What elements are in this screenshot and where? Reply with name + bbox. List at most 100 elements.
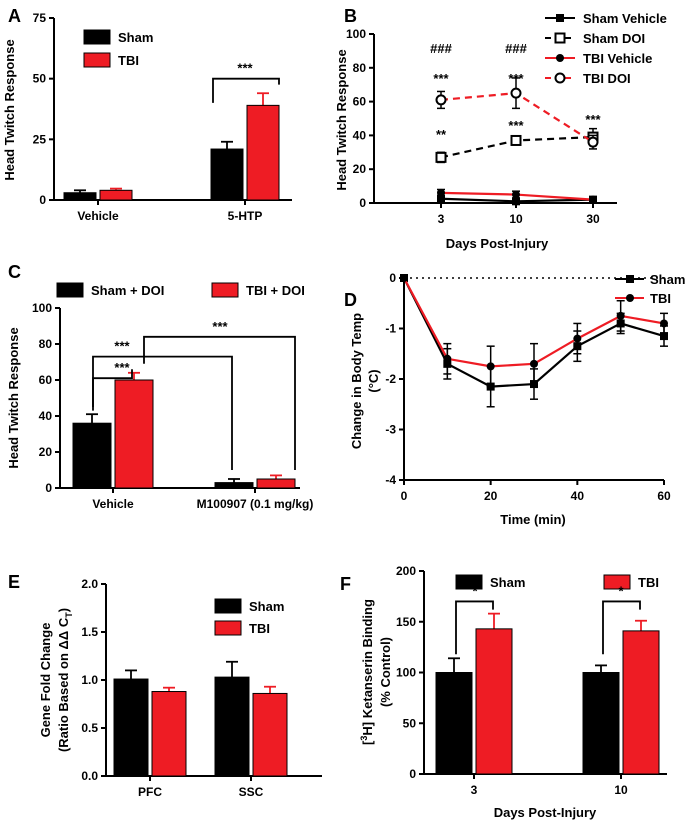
y-tick-label: 100 <box>346 27 366 41</box>
bar-tbi-1 <box>252 692 288 777</box>
series-sham <box>400 274 668 408</box>
y-tick-label: 20 <box>353 162 367 176</box>
data-point-1-1 <box>510 134 522 146</box>
y-axis-title-2: (% Control) <box>378 637 393 707</box>
y-axis-title: Head Twitch Response <box>6 327 21 468</box>
y-tick-label: 0 <box>389 271 396 285</box>
bar-tbi-0 <box>151 691 187 777</box>
legend-marker-1 <box>554 32 566 44</box>
bar-sham-0 <box>63 192 97 201</box>
significance-label-1: *** <box>114 360 130 375</box>
legend-sham-label: Sham <box>490 575 525 590</box>
bar-sham-1 <box>210 148 244 201</box>
y-axis-title: Change in Body Temp <box>349 313 364 449</box>
bar-sham-1 <box>214 482 254 489</box>
legend-sham-doi-swatch <box>56 282 84 298</box>
legend-sham-label: Sham <box>118 30 153 45</box>
data-point-2-2 <box>589 195 597 204</box>
significance-bracket-2 <box>92 369 133 411</box>
y-axis-title: [3H] Ketanserin Binding <box>359 599 375 745</box>
panel-letter-F: F <box>340 574 351 594</box>
x-tick-label-2: 30 <box>586 212 600 226</box>
y-tick-label: 75 <box>33 11 47 25</box>
data-point-0-1 <box>512 197 520 206</box>
y-tick-label: -1 <box>385 322 396 336</box>
bar-tbi-0 <box>114 379 154 489</box>
legend-sham-doi-label: Sham + DOI <box>91 283 164 298</box>
significance-bracket-1 <box>602 600 641 655</box>
data-point-0 <box>400 274 408 282</box>
series-2 <box>437 188 597 204</box>
y-tick-label: -4 <box>385 473 396 487</box>
data-point-3 <box>530 359 538 368</box>
y-tick-label: 0 <box>409 767 416 781</box>
bar-tbi-1 <box>246 104 280 201</box>
y-tick-label: 25 <box>33 132 47 146</box>
data-point-4 <box>573 334 582 343</box>
y-tick-label: 80 <box>39 337 53 351</box>
significance-bracket-3 <box>143 335 296 470</box>
legend-tbi-swatch <box>83 52 111 68</box>
significance-label-4: ** <box>436 127 447 142</box>
bar-tbi-1 <box>622 630 660 775</box>
y-axis-title-2-end: ) <box>56 608 71 612</box>
x-tick-label-1: SSC <box>239 785 264 799</box>
legend-label-0: Sham Vehicle <box>583 11 667 26</box>
panel-D: D 0 -1 -2 -3 -4 0 20 40 60 Time (min) Change in Bod… <box>344 271 685 527</box>
legend-sham-swatch <box>83 29 111 45</box>
legend-sham-swatch <box>214 598 242 614</box>
y-tick-label: 60 <box>39 373 53 387</box>
series-1 <box>435 127 599 164</box>
data-point-1-0 <box>435 151 447 163</box>
legend-label-sham: Sham <box>650 272 685 287</box>
panel-letter-C: C <box>8 262 21 282</box>
x-tick-label: 0 <box>401 489 408 503</box>
y-tick-label: 60 <box>353 95 367 109</box>
x-tick-label: 40 <box>571 489 585 503</box>
x-tick-label: 20 <box>484 489 498 503</box>
significance-label-1: *** <box>433 71 449 86</box>
x-tick-label-0: 3 <box>471 783 478 797</box>
legend-label-2: TBI Vehicle <box>583 51 652 66</box>
y-tick-label: 80 <box>353 61 367 75</box>
y-tick-label: 100 <box>32 301 52 315</box>
y-tick-label: 50 <box>403 716 417 730</box>
data-point-0-0 <box>437 194 445 203</box>
significance-label-0: * <box>472 583 478 598</box>
significance-bracket <box>212 77 280 103</box>
series-3 <box>435 77 599 150</box>
significance-label-5: *** <box>508 118 524 133</box>
significance-label-2: ### <box>505 41 527 56</box>
significance-label-0: ### <box>430 41 452 56</box>
y-tick-label: 0.5 <box>81 721 98 735</box>
significance-label-3: *** <box>508 71 524 86</box>
legend-tbi-doi-label: TBI + DOI <box>246 283 305 298</box>
x-tick-label-1: 10 <box>509 212 523 226</box>
panel-C: 0 20 40 60 80 100 Vehicle M100907 (0.1 mg/kg) C H… <box>6 262 313 511</box>
legend-label-3: TBI DOI <box>583 71 631 86</box>
panel-letter-B: B <box>344 6 357 26</box>
legend-tbi-label: TBI <box>118 53 139 68</box>
y-axis-title-post: H] Ketanserin Binding <box>360 599 375 736</box>
y-axis-title: Head Twitch Response <box>2 39 17 180</box>
y-tick-label: 0 <box>359 196 366 210</box>
panel-A: 0 25 50 75 Vehicle 5-HTP A Head Twitch Response… <box>2 6 292 223</box>
significance-bracket-0 <box>455 600 494 655</box>
data-point-5 <box>616 311 625 320</box>
data-point-2 <box>486 362 495 371</box>
legend-sham-label: Sham <box>249 599 284 614</box>
y-tick-label: 1.0 <box>81 673 98 687</box>
y-tick-label: 200 <box>396 564 416 578</box>
x-tick-label-0: 3 <box>438 212 445 226</box>
y-tick-label: 40 <box>39 409 53 423</box>
y-tick-label: 0.0 <box>81 769 98 783</box>
y-tick-label: 20 <box>39 445 53 459</box>
y-tick-label: 2.0 <box>81 577 98 591</box>
bar-sham-0 <box>435 672 473 775</box>
x-tick-label: 60 <box>657 489 671 503</box>
data-point-3-2 <box>587 136 599 148</box>
y-tick-label: -2 <box>385 372 396 386</box>
significance-label-6: *** <box>585 112 601 127</box>
